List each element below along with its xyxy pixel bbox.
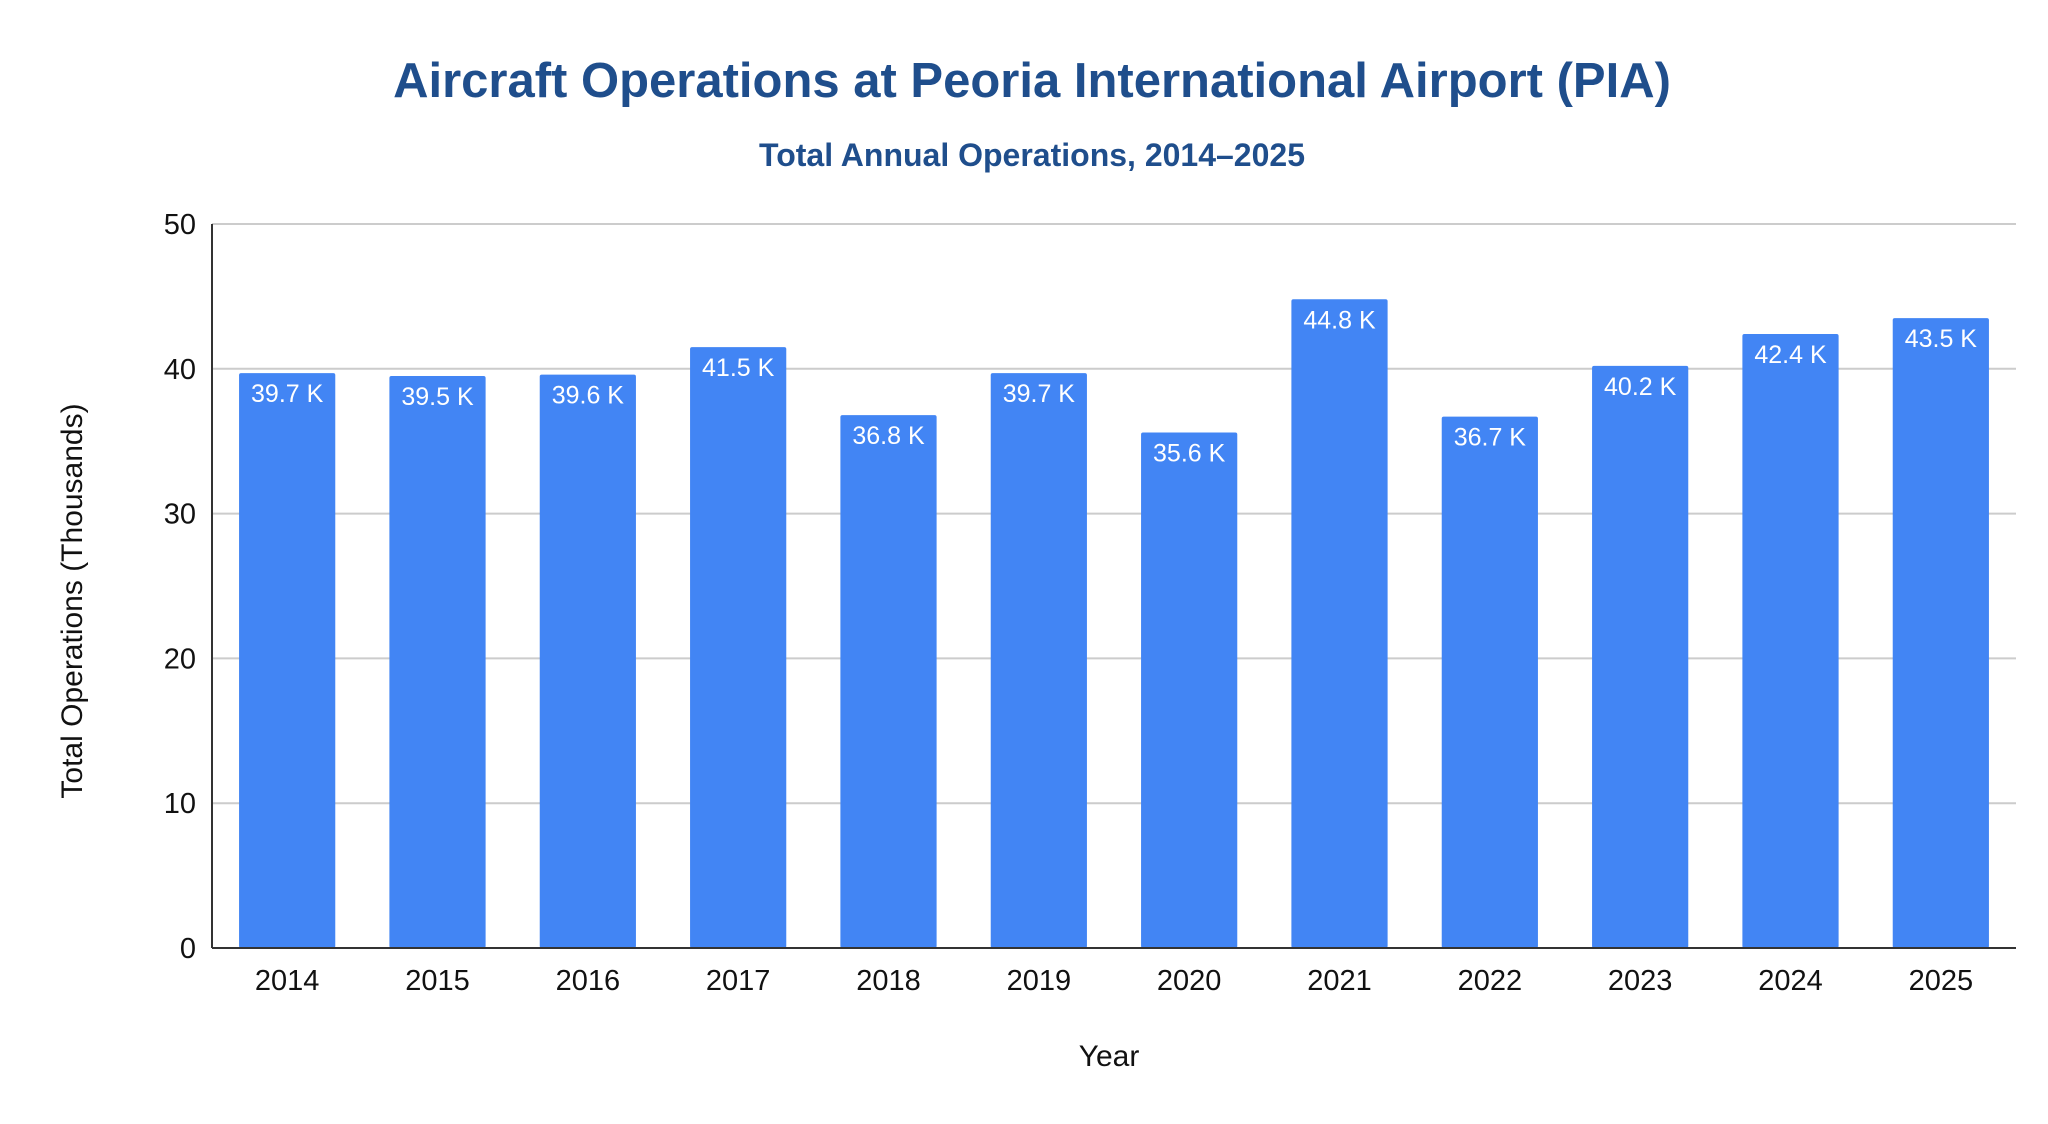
y-axis-ticks: 0 10 20 30 40 50 xyxy=(164,209,196,965)
data-label-2023: 40.2 K xyxy=(1604,373,1677,401)
x-tick-label: 2016 xyxy=(556,965,621,997)
bar-2015 xyxy=(389,376,486,948)
chart-subtitle: Total Annual Operations, 2014–2025 xyxy=(759,137,1305,173)
x-tick-label: 2021 xyxy=(1307,965,1372,997)
x-axis-ticks: 2014 2015 2016 2017 2018 2019 2020 2021 2022 2023… xyxy=(255,965,1973,997)
data-label-2025: 43.5 K xyxy=(1905,325,1978,353)
x-tick-label: 2014 xyxy=(255,965,320,997)
y-axis-title: Total Operations (Thousands) xyxy=(56,403,89,798)
bar-2016 xyxy=(539,374,636,948)
y-tick-label: 0 xyxy=(180,933,196,965)
bar-2024 xyxy=(1742,334,1839,949)
data-label-2022: 36.7 K xyxy=(1454,424,1527,452)
x-tick-label: 2024 xyxy=(1758,965,1823,997)
y-tick-label: 30 xyxy=(164,499,196,531)
data-label-2017: 41.5 K xyxy=(702,354,775,382)
chart-title: Aircraft Operations at Peoria Internatio… xyxy=(393,54,1671,108)
data-label-2015: 39.5 K xyxy=(401,383,474,411)
data-label-2014: 39.7 K xyxy=(251,380,324,408)
data-label-2019: 39.7 K xyxy=(1003,380,1076,408)
bar-2021 xyxy=(1291,299,1388,948)
data-label-2018: 36.8 K xyxy=(852,422,925,450)
bars xyxy=(239,299,1989,949)
x-tick-label: 2018 xyxy=(856,965,921,997)
bar-2017 xyxy=(690,347,787,949)
y-tick-label: 50 xyxy=(164,209,196,241)
x-tick-label: 2020 xyxy=(1157,965,1222,997)
bar-2018 xyxy=(840,415,937,948)
x-tick-label: 2025 xyxy=(1909,965,1974,997)
bar-2022 xyxy=(1441,416,1538,949)
y-tick-label: 20 xyxy=(164,643,196,675)
data-label-2020: 35.6 K xyxy=(1153,440,1226,468)
bar-2023 xyxy=(1592,365,1689,948)
bar-2025 xyxy=(1892,318,1989,948)
y-tick-label: 40 xyxy=(164,354,196,386)
bar-data-labels: 39.7 K 39.5 K 39.6 K 41.5 K 36.8 K 39.7 K 35.6… xyxy=(251,306,1977,467)
x-tick-label: 2015 xyxy=(405,965,470,997)
data-label-2016: 39.6 K xyxy=(552,382,625,410)
x-tick-label: 2019 xyxy=(1007,965,1072,997)
x-axis-title: Year xyxy=(1079,1040,1140,1073)
x-tick-label: 2023 xyxy=(1608,965,1673,997)
bar-2014 xyxy=(239,373,336,948)
x-tick-label: 2017 xyxy=(706,965,771,997)
data-label-2024: 42.4 K xyxy=(1754,341,1827,369)
gridlines xyxy=(212,223,2016,805)
y-tick-label: 10 xyxy=(164,788,196,820)
data-label-2021: 44.8 K xyxy=(1303,306,1376,334)
x-tick-label: 2022 xyxy=(1458,965,1523,997)
bar-2020 xyxy=(1141,432,1238,949)
bar-2019 xyxy=(990,373,1087,948)
